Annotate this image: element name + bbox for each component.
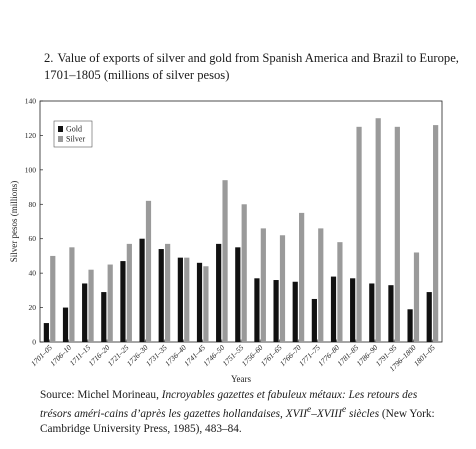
x-tick-label: 1801–05 [412,343,437,368]
source-sup-2: e [341,405,347,415]
legend-swatch-silver [58,136,63,142]
y-tick-label: 60 [29,234,37,243]
source-title-part-1: Incroyables gazettes et fabuleux métaux:… [40,389,418,420]
y-tick-label: 80 [29,200,37,209]
bar-gold [43,323,49,342]
bar-gold [82,283,88,342]
bar-silver [145,200,152,342]
bar-silver [203,266,209,342]
source-title: Incroyables gazettes et fabuleux métaux:… [40,389,417,420]
source-prefix: Source: Michel Morineau, [40,389,162,401]
figure-title: 2. Value of exports of silver and gold fr… [44,50,464,84]
source-sup-1: e [307,405,312,415]
source-title-part-3: siècles [346,407,380,420]
bar-silver [356,126,362,342]
bar-gold [369,283,375,342]
bar-gold [120,261,126,342]
title-line-1: Value of exports of silver and gold from… [57,51,459,65]
bar-gold [216,243,222,342]
y-tick-label: 120 [25,131,37,140]
bar-gold [235,247,241,342]
bar-silver [69,247,75,342]
y-tick-label: 0 [32,338,36,347]
bar-silver [433,125,439,342]
x-axis-title: Years [231,374,252,384]
bar-gold [158,249,164,342]
bar-gold [407,309,413,342]
bar-gold [273,280,279,342]
bar-silver [184,257,190,342]
bar-gold [292,281,298,342]
bar-gold [311,298,317,342]
bar-gold [426,292,432,342]
y-tick-label: 140 [25,97,37,106]
bar-silver [299,212,305,342]
bar-silver [413,252,420,342]
bar-gold [101,292,107,342]
source-note: Source: Michel Morineau, Incroyables gaz… [40,388,450,437]
y-tick-label: 40 [29,269,37,278]
y-axis-title: Silver pesos (millions) [9,181,19,263]
plot-frame [39,100,443,343]
bar-gold [196,262,203,342]
legend-label-gold: Gold [66,125,82,134]
bar-gold [350,278,356,342]
bar-silver [260,228,266,342]
bar-silver [165,243,171,342]
source-title-part-2: –XVIII [311,407,342,420]
figure-number: 2. [44,51,54,65]
bar-silver [279,235,286,342]
bar-silver [126,243,132,342]
bar-silver [394,126,400,342]
source-suffix: (New York: Cambridge University Press, 1… [40,407,435,435]
bar-gold [330,276,337,342]
bar-silver [337,242,343,342]
bar-silver [318,228,324,342]
bar-silver [222,180,228,342]
legend-box [53,120,93,148]
bar-silver [107,264,113,342]
bar-gold [254,278,260,342]
title-line-2: 1701–1805 (millions of silver pesos) [44,68,230,82]
y-tick-label: 100 [25,165,37,174]
legend-swatch-gold [58,126,63,132]
bar-silver [375,118,381,342]
bar-silver [50,255,56,342]
y-tick-label: 20 [29,303,37,312]
bar-silver [241,204,247,342]
bar-gold [62,307,69,342]
bar-gold [177,257,183,342]
legend-label-silver: Silver [66,135,85,144]
bar-silver [88,269,94,342]
bar-gold [388,285,394,342]
bar-gold [139,238,145,342]
